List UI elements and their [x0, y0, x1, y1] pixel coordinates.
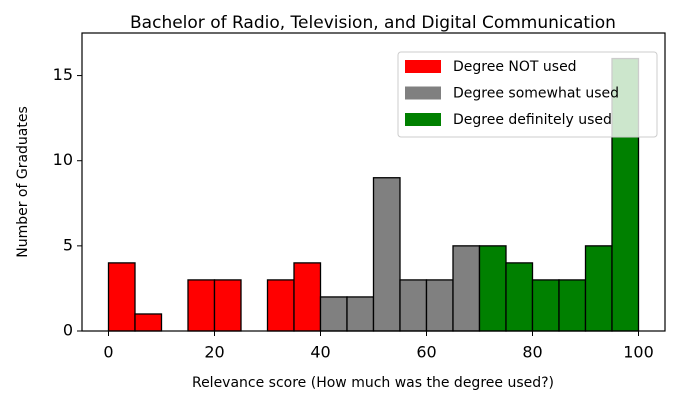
plot-frame — [81, 32, 666, 332]
x-tick-label: 0 — [103, 343, 113, 362]
bar — [478, 245, 507, 332]
x-tick-label: 20 — [204, 343, 224, 362]
bar — [425, 279, 454, 332]
bar — [107, 262, 136, 332]
bar — [266, 279, 295, 332]
legend-label: Degree somewhat used — [453, 86, 619, 102]
legend-swatch — [405, 60, 441, 73]
bar — [293, 262, 322, 332]
bar — [558, 279, 587, 332]
x-tick-label: 40 — [310, 343, 330, 362]
bar — [531, 279, 560, 332]
bar — [399, 279, 428, 332]
bar — [584, 245, 613, 332]
bar — [372, 177, 401, 332]
y-tick-label: 0 — [63, 321, 73, 340]
legend-label: Degree definitely used — [453, 112, 612, 128]
legend-swatch — [405, 86, 441, 100]
bar — [319, 296, 348, 332]
bar — [452, 245, 481, 332]
x-tick-label: 80 — [522, 343, 542, 362]
bar — [505, 262, 534, 332]
bar — [213, 279, 242, 332]
legend-label: Degree NOT used — [453, 59, 577, 75]
y-tick-label: 15 — [53, 65, 73, 84]
x-axis-label: Relevance score (How much was the degree… — [192, 375, 554, 391]
y-tick-label: 5 — [63, 235, 73, 254]
legend-box — [397, 51, 658, 138]
x-tick-label: 100 — [623, 343, 654, 362]
legend-swatch — [405, 113, 441, 126]
y-axis-label: Number of Graduates — [15, 106, 31, 258]
bar — [134, 313, 163, 332]
bar — [346, 296, 375, 332]
y-tick-label: 10 — [53, 150, 73, 169]
chart-title: Bachelor of Radio, Television, and Digit… — [130, 13, 616, 33]
bar — [187, 279, 216, 332]
x-tick-label: 60 — [416, 343, 436, 362]
